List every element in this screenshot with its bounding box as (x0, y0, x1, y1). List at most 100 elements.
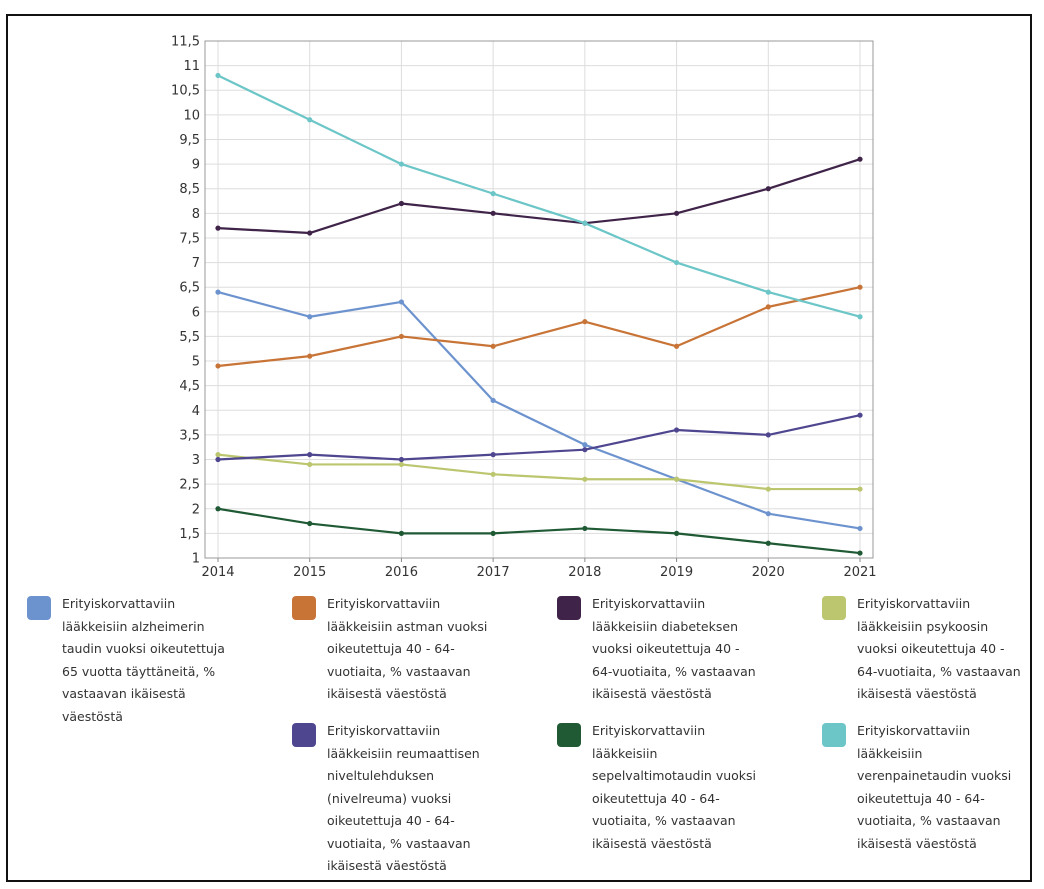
data-point (582, 442, 588, 448)
data-point (857, 412, 863, 418)
y-tick-label: 2 (192, 502, 200, 517)
legend-swatch (292, 723, 316, 747)
legend-swatch (822, 723, 846, 747)
data-point (215, 506, 221, 512)
data-point (582, 447, 588, 453)
y-tick-label: 10,5 (171, 84, 200, 99)
legend-item: Erityiskorvattaviin lääkkeisiin astman v… (292, 593, 502, 706)
y-tick-label: 9 (192, 158, 200, 173)
data-point (398, 530, 405, 536)
legend-label: Erityiskorvattaviin lääkkeisiin astman v… (327, 596, 488, 701)
data-point (215, 289, 221, 295)
legend-label: Erityiskorvattaviin lääkkeisiin alzheime… (62, 596, 225, 724)
data-point (215, 363, 221, 369)
legend-label: Erityiskorvattaviin lääkkeisiin reumaatt… (327, 723, 480, 873)
y-tick-label: 6,5 (179, 281, 200, 296)
y-tick-label: 7 (192, 256, 200, 271)
data-point (857, 284, 863, 290)
y-tick-label: 1 (192, 552, 200, 567)
data-point (765, 486, 771, 492)
data-point (582, 476, 588, 482)
y-tick-label: 10 (183, 108, 200, 123)
data-point (857, 314, 863, 320)
y-axis-ticks: 11,522,533,544,555,566,577,588,599,51010… (171, 35, 200, 567)
data-point (582, 319, 588, 325)
series-3 (215, 156, 863, 236)
y-tick-label: 11,5 (171, 35, 200, 50)
data-point (490, 530, 496, 536)
series-2 (215, 284, 863, 369)
legend-item: Erityiskorvattaviin lääkkeisiin alzheime… (27, 593, 237, 728)
data-point (398, 299, 405, 305)
y-tick-label: 1,5 (179, 527, 200, 542)
legend-swatch (557, 723, 581, 747)
y-tick-label: 7,5 (179, 231, 200, 246)
legend-item: Erityiskorvattaviin lääkkeisiin verenpai… (822, 720, 1032, 855)
legend-item: Erityiskorvattaviin lääkkeisiin reumaatt… (292, 720, 502, 878)
data-point (215, 456, 221, 463)
y-tick-label: 3 (192, 453, 200, 468)
data-point (307, 520, 313, 527)
legend-swatch (292, 596, 316, 620)
series-6 (215, 506, 863, 556)
data-point (307, 230, 313, 236)
legend-label: Erityiskorvattaviin lääkkeisiin diabetek… (592, 596, 756, 701)
x-tick-label: 2015 (293, 565, 326, 580)
series-line (217, 158, 861, 235)
x-tick-label: 2016 (385, 565, 418, 580)
data-point (582, 220, 588, 226)
data-point (673, 476, 680, 482)
data-point (398, 456, 405, 463)
data-point (215, 452, 221, 458)
y-tick-label: 5,5 (179, 330, 200, 345)
data-point (490, 397, 496, 404)
data-point (307, 353, 313, 359)
series-lines (215, 72, 863, 556)
legend-label: Erityiskorvattaviin lääkkeisiin verenpai… (857, 723, 1012, 851)
data-point (490, 471, 496, 477)
data-point (398, 161, 405, 167)
x-tick-label: 2021 (843, 565, 876, 580)
series-5 (215, 412, 863, 463)
data-point (215, 72, 221, 79)
data-point (307, 461, 313, 468)
data-point (490, 191, 496, 197)
legend-item: Erityiskorvattaviin lääkkeisiin sepelval… (557, 720, 767, 855)
legend-label: Erityiskorvattaviin lääkkeisiin sepelval… (592, 723, 757, 851)
series-7 (215, 72, 863, 320)
series-1 (215, 289, 863, 532)
y-tick-label: 4 (192, 404, 200, 419)
legend-swatch (557, 596, 581, 620)
data-point (857, 156, 863, 162)
data-point (307, 314, 313, 320)
data-point (857, 486, 863, 492)
legend-item: Erityiskorvattaviin lääkkeisiin diabetek… (557, 593, 767, 706)
data-point (765, 511, 771, 517)
x-tick-label: 2017 (477, 565, 510, 580)
y-tick-label: 4,5 (179, 379, 200, 394)
x-tick-label: 2020 (752, 565, 785, 580)
legend-swatch (27, 596, 51, 620)
data-point (765, 432, 771, 438)
data-point (673, 343, 680, 349)
x-tick-label: 2014 (201, 565, 234, 580)
y-tick-label: 3,5 (179, 428, 200, 443)
legend-swatch (822, 596, 846, 620)
data-point (490, 343, 496, 349)
data-point (765, 304, 771, 310)
data-point (582, 525, 588, 532)
series-line (217, 74, 861, 318)
y-tick-label: 9,5 (179, 133, 200, 148)
data-point (398, 461, 405, 468)
x-tick-label: 2019 (660, 565, 693, 580)
axes (204, 40, 874, 562)
y-tick-label: 8,5 (179, 182, 200, 197)
data-point (398, 333, 405, 340)
x-tick-label: 2018 (568, 565, 601, 580)
data-point (490, 210, 496, 216)
data-point (673, 259, 680, 266)
data-point (765, 540, 771, 546)
data-point (673, 427, 680, 433)
data-point (765, 186, 771, 192)
